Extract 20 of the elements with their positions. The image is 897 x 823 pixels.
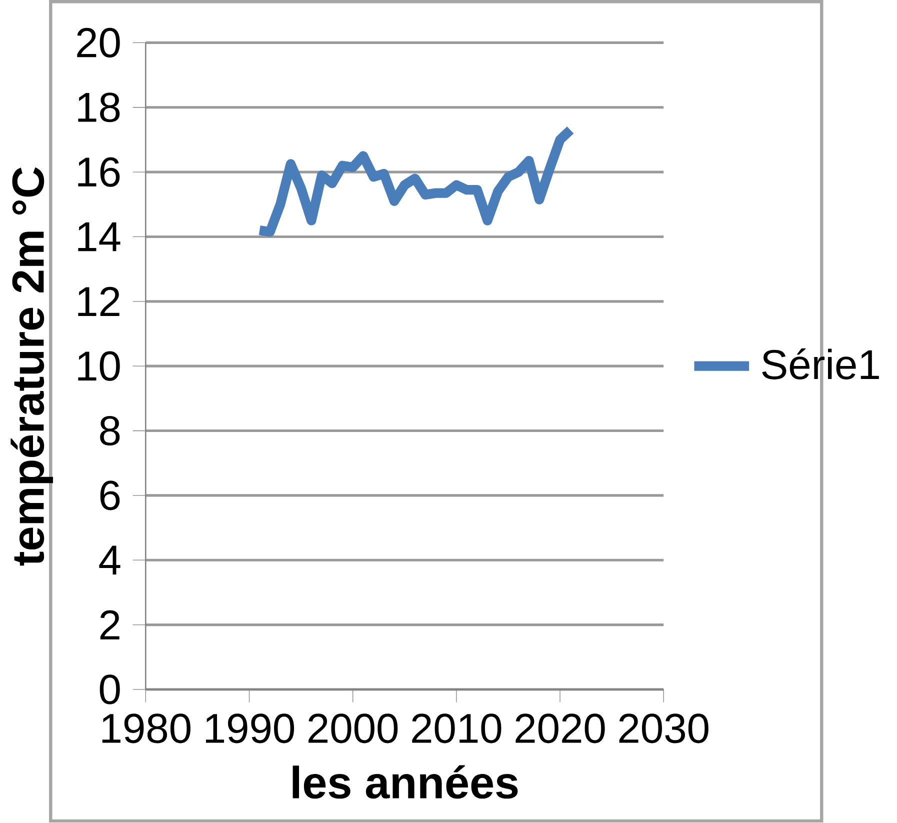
- y-tick-label: 2: [100, 610, 120, 640]
- x-tick-label: 1980: [102, 714, 190, 744]
- y-tick-label: 18: [78, 92, 120, 122]
- x-axis-title: les années: [292, 765, 518, 799]
- x-tick-label: 2000: [308, 714, 398, 744]
- y-tick-label: 0: [100, 674, 120, 704]
- x-tick-label: 2030: [619, 714, 708, 744]
- y-axis-title: température 2m °C: [10, 168, 53, 566]
- y-tick-label: 20: [77, 28, 120, 58]
- y-tick-label: 12: [78, 287, 120, 316]
- x-tick-label: 2010: [412, 714, 502, 744]
- y-tick-label: 10: [78, 351, 120, 382]
- y-tick-label: 8: [100, 416, 120, 446]
- legend-label: Série1: [762, 348, 879, 380]
- y-tick-label: 6: [100, 480, 120, 510]
- y-tick-label: 14: [78, 222, 120, 252]
- x-tick-label: 1990: [206, 714, 294, 744]
- y-tick-label: 4: [99, 546, 120, 575]
- x-tick-label: 2020: [516, 714, 605, 744]
- y-tick-label: 16: [78, 157, 120, 188]
